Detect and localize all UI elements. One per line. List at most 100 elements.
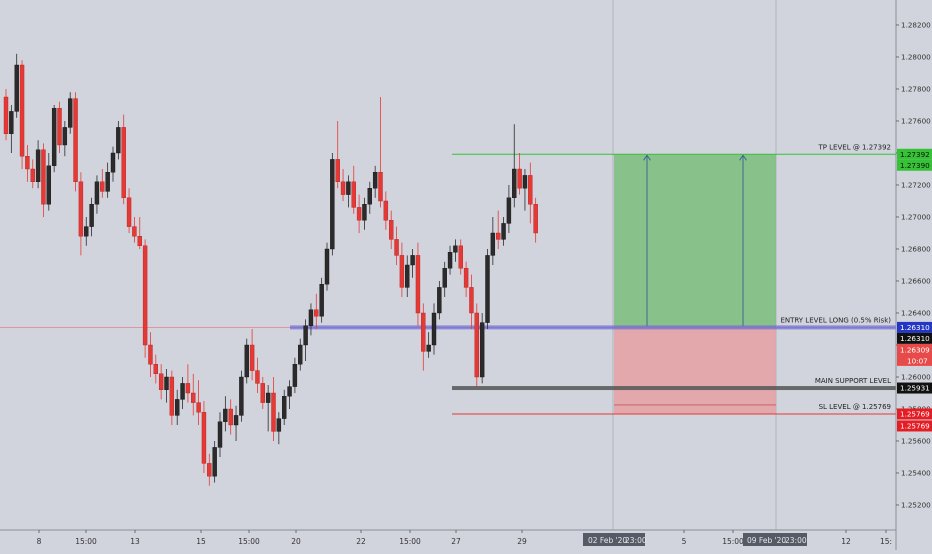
candle	[426, 332, 431, 358]
loss-zone[interactable]	[614, 327, 776, 414]
sl-alt-badge: 1.25769	[897, 420, 932, 432]
time-tick-label: 8	[37, 537, 42, 546]
profit-zone[interactable]	[614, 154, 776, 328]
candle-body	[228, 408, 233, 426]
candle-body	[121, 127, 126, 199]
time-axis[interactable]: 8 15:00 13 15 15:00 20 22 15:00 27 29 5 15:00 12 15:	[37, 530, 892, 546]
entry-level-line[interactable]	[290, 325, 896, 330]
candle-body	[25, 155, 30, 170]
candle-body	[276, 418, 282, 432]
candle-body	[233, 415, 239, 426]
candle-body	[57, 107, 62, 146]
candle	[174, 389, 180, 425]
candle-body	[405, 264, 410, 288]
price-tick-label: 1.27600	[901, 117, 931, 126]
candle	[389, 210, 394, 249]
candle	[57, 101, 62, 153]
candle	[496, 210, 501, 249]
candle-body	[142, 245, 148, 346]
candle-body	[426, 344, 431, 352]
time-tick-label: 13	[130, 537, 140, 546]
candle-body	[506, 197, 512, 224]
price-tick-label: 1.25400	[901, 469, 931, 478]
svg-text:23:00: 23:00	[625, 536, 647, 545]
candle-body	[399, 255, 405, 288]
candle-body	[30, 168, 35, 183]
candle-body	[485, 255, 490, 323]
candle-body	[372, 171, 378, 189]
candle-body	[453, 245, 458, 253]
svg-text:1.27390: 1.27390	[900, 161, 930, 170]
tp-price-badge: 1.27392	[897, 148, 932, 160]
candle	[490, 217, 496, 265]
candle-body	[362, 203, 367, 221]
candle-body	[528, 175, 533, 205]
candle-countdown: 10:07	[907, 356, 928, 365]
candle	[255, 357, 260, 393]
main-support-line[interactable]	[452, 386, 896, 391]
candle	[35, 140, 41, 189]
candle-body	[14, 64, 19, 112]
candle	[463, 261, 469, 297]
candle-body	[367, 187, 372, 205]
time-tick-label: 15:00	[399, 537, 421, 546]
time-tick-label: 20	[291, 537, 301, 546]
candle	[314, 293, 319, 329]
svg-text:1.26309: 1.26309	[900, 345, 930, 354]
candle	[260, 377, 265, 409]
candle-body	[351, 181, 356, 208]
candle-body	[330, 159, 335, 250]
candle	[421, 303, 426, 371]
candle-body	[255, 370, 260, 384]
last-price-badge: 1.26309 10:07	[897, 343, 932, 366]
candle	[201, 401, 207, 473]
candle	[308, 303, 314, 336]
candlestick-series	[3, 53, 538, 486]
price-tick-label: 1.26800	[901, 245, 931, 254]
candle-body	[19, 64, 25, 157]
candle-body	[346, 181, 351, 195]
candle-body	[116, 127, 121, 154]
candle	[228, 399, 233, 435]
price-tick-label: 1.27200	[901, 181, 931, 190]
candle-body	[298, 344, 303, 365]
candle-body	[415, 255, 421, 314]
candle-body	[62, 127, 68, 146]
candle	[46, 153, 51, 211]
candle-body	[458, 245, 463, 269]
candle	[458, 239, 463, 275]
candle	[324, 242, 330, 291]
candle	[9, 105, 14, 153]
candle	[25, 145, 30, 182]
candle-body	[46, 165, 51, 205]
candle-body	[73, 98, 78, 182]
candle	[180, 377, 185, 409]
candle	[121, 114, 126, 205]
time-tick-label: 5	[682, 537, 687, 546]
candle	[378, 97, 383, 208]
support-level-label: MAIN SUPPORT LEVEL	[815, 377, 891, 385]
candle-body	[340, 181, 346, 195]
candle-body	[9, 111, 14, 135]
candle-body	[287, 386, 292, 397]
candle	[453, 239, 458, 262]
candle-body	[158, 373, 164, 390]
candle	[287, 380, 292, 409]
candle	[362, 197, 367, 230]
candle	[249, 329, 255, 381]
candle	[126, 188, 132, 233]
candle	[517, 153, 522, 195]
candle-body	[378, 171, 383, 202]
candle	[335, 121, 340, 189]
candle	[533, 197, 538, 243]
tp-level-label: TP LEVEL @ 1.27392	[817, 143, 891, 151]
candle-body	[463, 268, 469, 288]
candle-body	[201, 412, 207, 464]
candle-body	[84, 226, 89, 237]
candle-body	[303, 325, 308, 346]
price-tick-label: 1.28000	[901, 53, 931, 62]
candle	[356, 194, 362, 233]
candle	[148, 332, 153, 377]
candle-body	[126, 197, 132, 227]
